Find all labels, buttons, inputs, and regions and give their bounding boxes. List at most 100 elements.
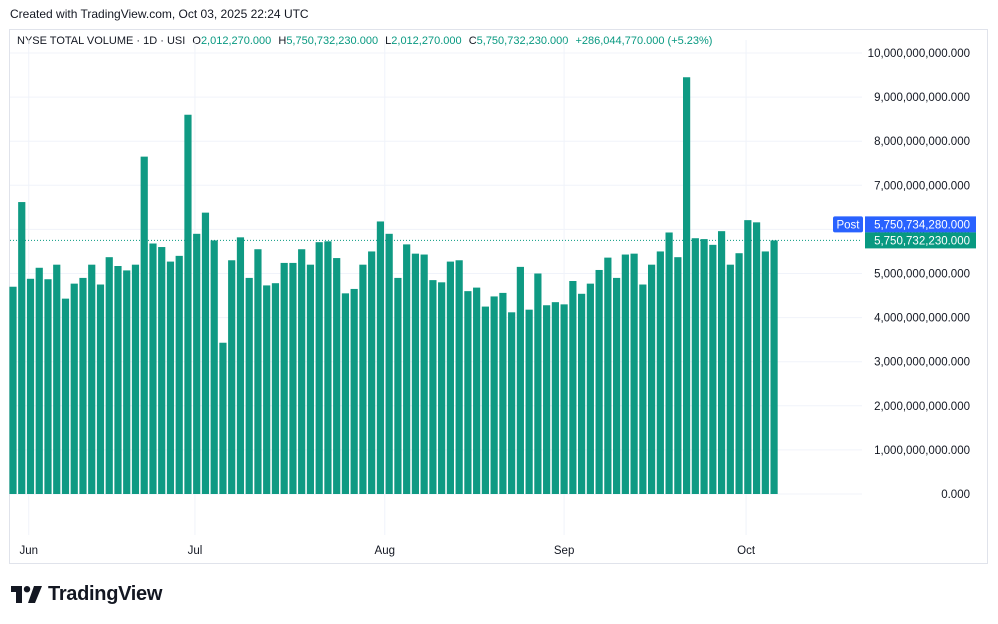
volume-bar: [394, 277, 402, 494]
volume-bar: [613, 277, 621, 494]
volume-bar: [9, 286, 17, 494]
post-price-label: [865, 216, 976, 233]
volume-bar: [630, 253, 638, 494]
change-value: +286,044,770.000 (+5.23%): [575, 35, 713, 47]
time-axis: Jun Jul Aug Sep Oct: [19, 545, 755, 557]
volume-bar: [744, 220, 752, 494]
y-tick-label: 3,000,000,000.000: [874, 357, 970, 369]
volume-bar: [26, 278, 35, 494]
x-tick-label: Aug: [375, 545, 395, 557]
volume-bar: [368, 251, 376, 494]
volume-bar: [88, 264, 96, 494]
volume-bar: [446, 261, 454, 494]
volume-bar: [114, 266, 122, 494]
high-value: 5,750,732,230.000: [286, 35, 379, 47]
volume-bar: [621, 254, 629, 494]
volume-bar: [639, 284, 647, 494]
symbol-name[interactable]: NYSE TOTAL VOLUME · 1D · USI: [17, 35, 186, 47]
volume-bar: [254, 249, 262, 494]
open-label: O: [192, 35, 201, 47]
volume-bar: [315, 242, 323, 494]
post-price-text: 5,750,734,280.000: [874, 219, 970, 231]
volume-bar: [560, 304, 568, 494]
volume-bar: [341, 293, 350, 494]
open-value: 2,012,270.000: [200, 35, 272, 47]
y-tick-label: 10,000,000,000.000: [868, 48, 970, 60]
price-axis: 10,000,000,000.000 9,000,000,000.000 8,000…: [868, 48, 970, 501]
volume-bar: [263, 285, 271, 494]
volume-bar: [438, 282, 446, 494]
volume-bar: [674, 257, 682, 494]
y-tick-label: 8,000,000,000.000: [874, 136, 970, 148]
volume-bar: [376, 221, 385, 494]
y-tick-label: 9,000,000,000.000: [874, 92, 970, 104]
post-badge-text: Post: [836, 219, 860, 231]
volume-bar: [35, 267, 43, 494]
volume-bar: [709, 244, 717, 494]
volume-bar: [761, 251, 769, 494]
last-price-text: 5,750,732,230.000: [874, 235, 970, 247]
chart-legend: NYSE TOTAL VOLUME · 1D · USI O2,012,270.…: [17, 35, 712, 47]
volume-bar: [158, 247, 166, 494]
volume-bar: [359, 264, 367, 494]
volume-bar: [210, 240, 218, 494]
volume-bar: [726, 264, 734, 494]
volume-bar: [306, 264, 315, 494]
volume-bar: [228, 260, 236, 494]
close-value: 5,750,732,230.000: [476, 35, 569, 47]
volume-bar: [604, 257, 612, 494]
volume-bar: [96, 284, 105, 494]
y-tick-label: 7,000,000,000.000: [874, 180, 970, 192]
volume-bar: [455, 260, 463, 494]
y-tick-label: 4,000,000,000.000: [874, 313, 970, 325]
y-tick-label: 2,000,000,000.000: [874, 401, 970, 413]
volume-bar: [569, 281, 577, 494]
tradingview-logo[interactable]: TradingView: [11, 583, 162, 606]
volume-bar: [219, 342, 227, 494]
volume-bar: [525, 309, 533, 494]
volume-bar: [271, 283, 280, 494]
volume-bar: [385, 233, 393, 494]
volume-bar: [333, 258, 341, 494]
volume-bar: [735, 253, 743, 494]
volume-bar: [350, 288, 358, 494]
volume-bar: [473, 287, 481, 494]
volume-bar: [289, 262, 297, 494]
volume-bar: [149, 243, 157, 494]
volume-bar: [245, 277, 253, 494]
volume-bar: [53, 264, 61, 494]
y-tick-label: 0.000: [941, 489, 970, 501]
tradingview-wordmark: TradingView: [48, 583, 163, 605]
volume-bar: [18, 202, 26, 494]
volume-bar: [193, 233, 201, 494]
volume-bar: [201, 212, 210, 494]
volume-bar: [131, 264, 140, 494]
high-label: H: [278, 35, 287, 47]
x-tick-label: Jul: [188, 545, 203, 557]
volume-bar: [648, 264, 656, 494]
volume-bar: [44, 279, 52, 494]
close-label: C: [468, 35, 477, 47]
volume-bar: [403, 244, 411, 494]
volume-bar: [464, 291, 472, 494]
volume-bar: [280, 262, 288, 494]
volume-bar: [298, 249, 306, 494]
volume-bar: [770, 240, 778, 494]
volume-bar: [411, 253, 420, 494]
volume-bar: [586, 283, 594, 494]
volume-bars: [9, 77, 778, 495]
volume-bar: [691, 238, 699, 494]
volume-bar: [595, 269, 603, 494]
volume-bar: [683, 77, 691, 494]
y-tick-label: 5,000,000,000.000: [874, 269, 970, 281]
volume-bar: [665, 232, 673, 495]
volume-bar: [420, 254, 428, 494]
volume-bar: [123, 270, 131, 494]
price-markers: Post 5,750,734,280.000 5,750,732,230.000: [10, 216, 976, 249]
volume-bar: [656, 251, 664, 494]
volume-bar: [79, 277, 87, 494]
tradingview-logo-icon: [11, 586, 42, 603]
volume-bar: [717, 231, 726, 494]
volume-bar: [490, 296, 498, 494]
